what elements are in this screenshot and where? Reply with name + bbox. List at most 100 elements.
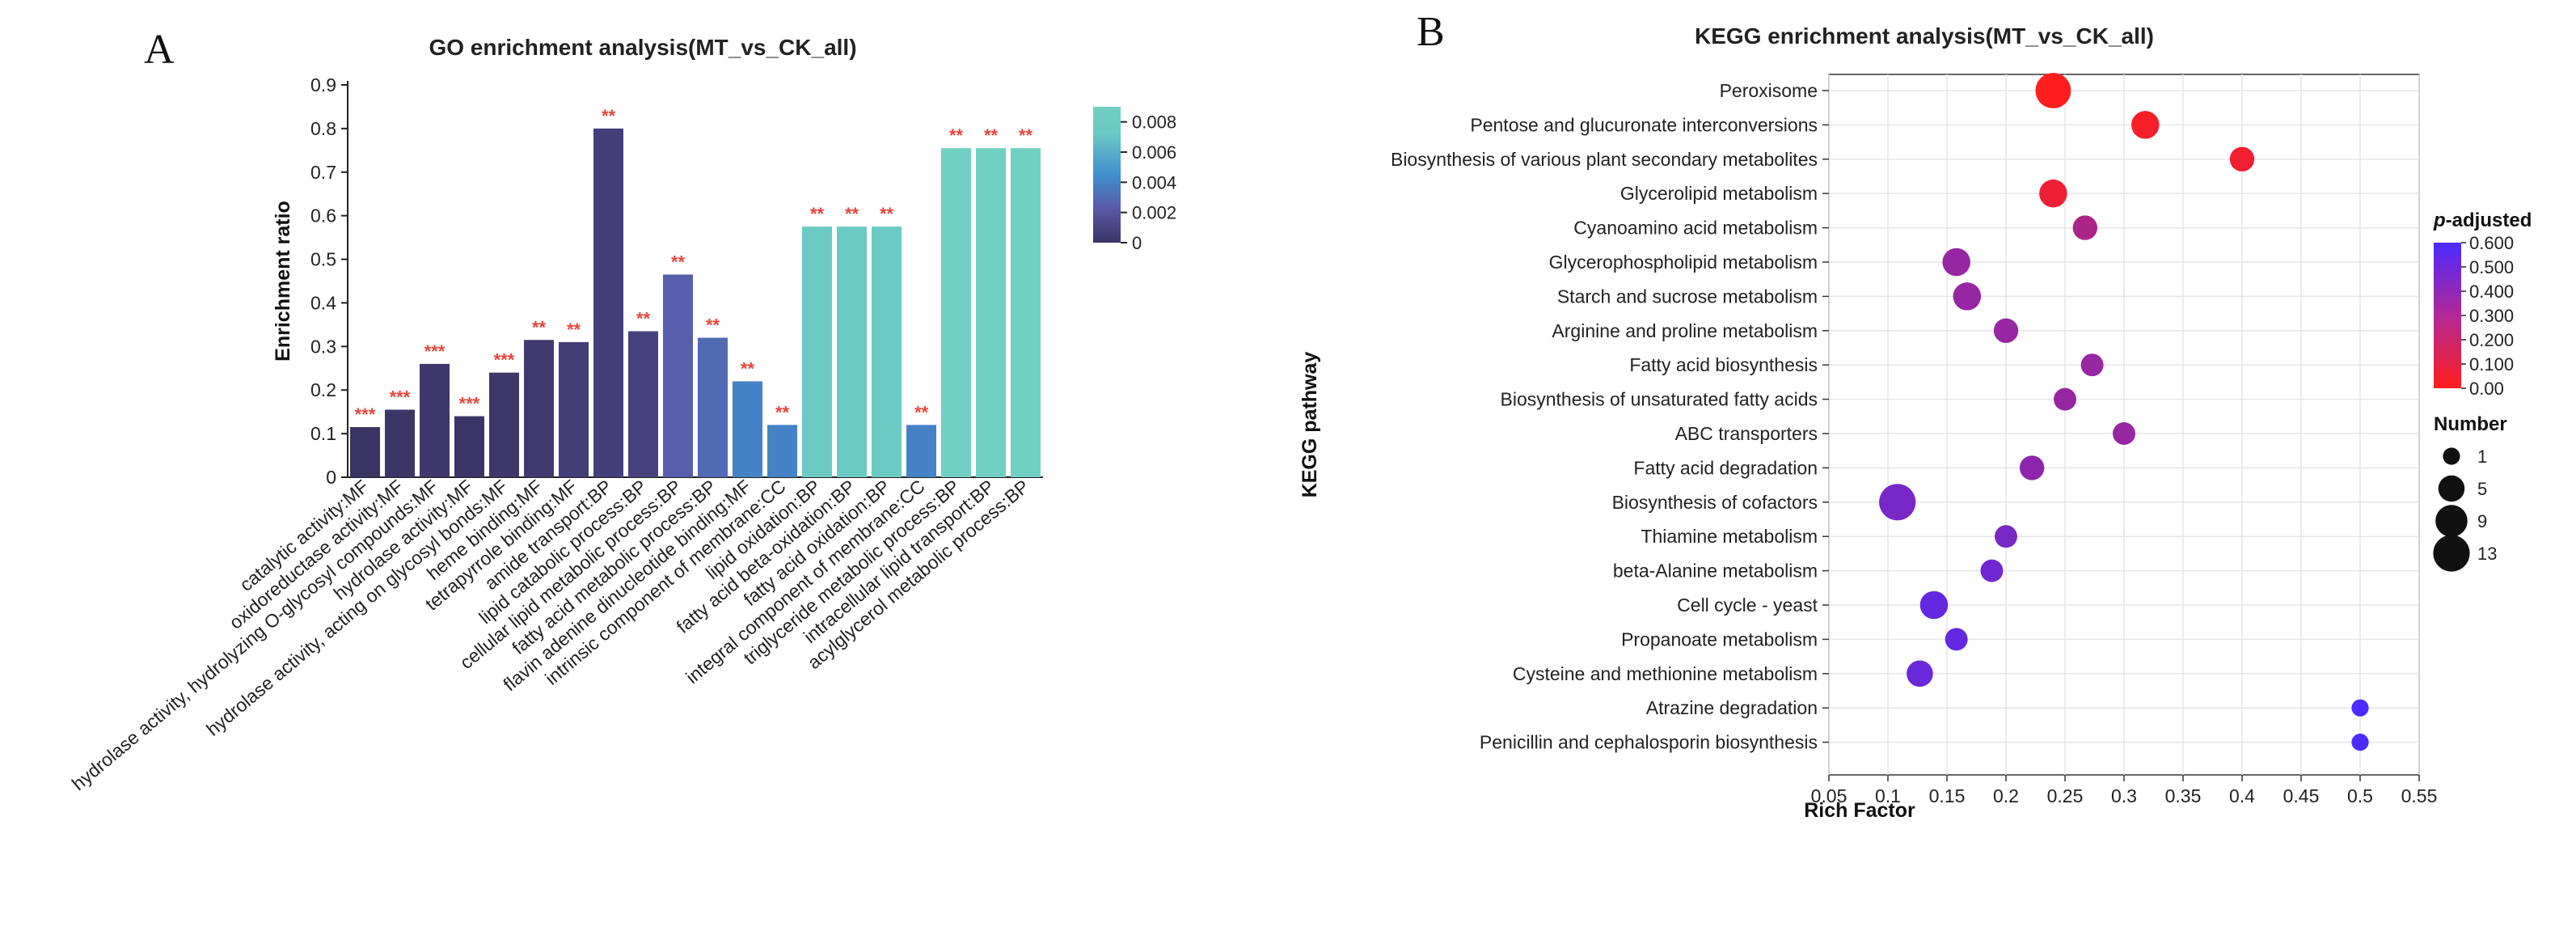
go-significance-label: ** xyxy=(671,252,686,272)
kegg-pathway-label: Penicillin and cephalosporin biosynthesi… xyxy=(1480,732,1818,753)
kegg-point xyxy=(1919,590,1949,620)
kegg-pathway-label: Cell cycle - yeast xyxy=(1677,595,1818,616)
kegg-point xyxy=(1879,484,1916,521)
kegg-x-tick-label: 0.05 xyxy=(1811,785,1848,806)
kegg-pathway-label: Peroxisome xyxy=(1720,80,1818,101)
go-significance-label: ** xyxy=(602,106,616,126)
go-significance-label: *** xyxy=(355,404,376,425)
go-bar xyxy=(420,363,450,477)
go-bar xyxy=(628,331,658,477)
kegg-point xyxy=(2131,111,2160,139)
go-colorbar-tick-label: 0.002 xyxy=(1132,203,1176,223)
go-bar xyxy=(350,427,380,477)
kegg-pathway-label: Arginine and proline metabolism xyxy=(1552,320,1818,341)
kegg-x-tick-label: 0.35 xyxy=(2165,785,2202,806)
go-significance-label: ** xyxy=(914,402,929,422)
kegg-point xyxy=(1993,318,2019,343)
kegg-pathway-label: Fatty acid degradation xyxy=(1633,457,1818,478)
go-chart-title: GO enrichment analysis(MT_vs_CK_all) xyxy=(429,35,856,60)
panel-letter-a: A xyxy=(144,27,175,73)
kegg-point xyxy=(1907,660,1933,688)
kegg-pathway-label: beta-Alanine metabolism xyxy=(1613,561,1818,582)
kegg-point xyxy=(2072,215,2098,240)
kegg-x-tick-label: 0.3 xyxy=(2111,785,2137,806)
kegg-pathway-label: Pentose and glucuronate interconversions xyxy=(1470,114,1818,135)
kegg-x-tick-label: 0.2 xyxy=(1993,785,2019,806)
go-significance-label: ** xyxy=(1019,125,1033,146)
go-colorbar: 0.008 0.006 0.004 0.002 0 xyxy=(1093,107,1176,253)
kegg-x-tick-label: 0.45 xyxy=(2283,785,2320,806)
kegg-point xyxy=(2351,699,2369,717)
padj-colorbar-tick-label: 0.600 xyxy=(2469,233,2514,253)
kegg-point xyxy=(1980,559,2004,582)
go-y-tick-label: 0.9 xyxy=(310,74,336,95)
go-significance-label: ** xyxy=(706,315,720,336)
go-significance-label: *** xyxy=(424,341,446,362)
go-colorbar-gradient xyxy=(1093,107,1121,243)
go-significance-label: ** xyxy=(775,402,790,422)
kegg-x-tick-label: 0.55 xyxy=(2401,785,2438,806)
go-bar xyxy=(1011,148,1041,477)
go-colorbar-tick-label: 0.006 xyxy=(1132,142,1176,163)
go-bar xyxy=(559,341,589,477)
padj-colorbar-tick-label: 0.200 xyxy=(2469,330,2514,350)
kegg-point xyxy=(2019,455,2045,480)
go-significance-label: ** xyxy=(984,125,999,146)
go-significance-label: ** xyxy=(810,204,825,224)
kegg-x-tick-label: 0.4 xyxy=(2229,785,2255,806)
panel-letter-b: B xyxy=(1417,9,1445,55)
kegg-point xyxy=(2080,353,2104,377)
kegg-pathway-label: Starch and sucrose metabolism xyxy=(1557,286,1818,307)
go-y-tick-label: 0.5 xyxy=(310,249,336,270)
go-significance-label: *** xyxy=(494,350,515,370)
go-significance-label: ** xyxy=(949,125,964,146)
go-bar xyxy=(976,148,1006,477)
kegg-points xyxy=(1879,73,2369,751)
go-colorbar-tick-label: 0.004 xyxy=(1132,172,1176,193)
go-bar xyxy=(767,425,797,477)
kegg-point xyxy=(1995,525,2017,548)
number-legend-dot xyxy=(2435,505,2468,537)
kegg-x-tick-label: 0.15 xyxy=(1929,785,1966,806)
number-legend-dot xyxy=(2443,447,2460,465)
go-axes: 0 0.1 0.2 0.3 0.4 0.5 0.6 0.7 0.8 0.9 xyxy=(310,74,1043,488)
kegg-pathway-label: Glycerolipid metabolism xyxy=(1620,183,1818,204)
kegg-point xyxy=(1945,628,1968,651)
go-bar xyxy=(524,340,554,477)
go-y-tick-label: 0.3 xyxy=(310,336,336,357)
go-bar xyxy=(663,274,693,477)
padj-legend-title: p-adjusted xyxy=(2433,209,2532,231)
go-bar xyxy=(385,409,415,477)
number-legend-label: 13 xyxy=(2477,544,2497,564)
number-legend-dot xyxy=(2433,535,2470,572)
kegg-point xyxy=(2113,422,2135,445)
go-significance-labels: ***************** **************** ** *****… xyxy=(355,106,1033,425)
kegg-pathway-label: Thiamine metabolism xyxy=(1641,526,1818,547)
kegg-point xyxy=(2351,734,2369,751)
go-bar xyxy=(872,226,902,477)
go-y-tick-label: 0.8 xyxy=(310,118,336,139)
go-significance-label: ** xyxy=(567,320,581,340)
kegg-pathway-label: Biosynthesis of unsaturated fatty acids xyxy=(1501,389,1818,410)
go-significance-label: ** xyxy=(636,308,651,328)
padj-colorbar-tick-label: 0.00 xyxy=(2469,379,2504,399)
kegg-x-tick-label: 0.25 xyxy=(2047,785,2084,806)
go-y-tick-label: 0.1 xyxy=(310,423,336,444)
kegg-point xyxy=(2054,387,2076,411)
go-y-tick-label: 0.7 xyxy=(310,162,336,183)
kegg-x-tick-label: 0.5 xyxy=(2347,785,2373,806)
go-bar xyxy=(593,128,623,477)
go-panel: A GO enrichment analysis(MT_vs_CK_all) 0… xyxy=(68,27,1176,794)
padj-colorbar-tick-label: 0.300 xyxy=(2469,306,2514,326)
kegg-y-axis-label: KEGG pathway xyxy=(1299,352,1321,498)
number-legend-label: 5 xyxy=(2477,479,2487,499)
go-category-label: hydrolase activity, hydrolyzing O-glycos… xyxy=(68,476,442,794)
kegg-x-axis-label: Rich Factor xyxy=(1804,799,1915,822)
kegg-pathway-label: Glycerophospholipid metabolism xyxy=(1549,252,1818,273)
go-bar xyxy=(733,381,762,477)
go-y-axis-label: Enrichment ratio xyxy=(272,201,294,362)
go-significance-label: *** xyxy=(459,394,480,414)
go-bar xyxy=(698,337,728,477)
